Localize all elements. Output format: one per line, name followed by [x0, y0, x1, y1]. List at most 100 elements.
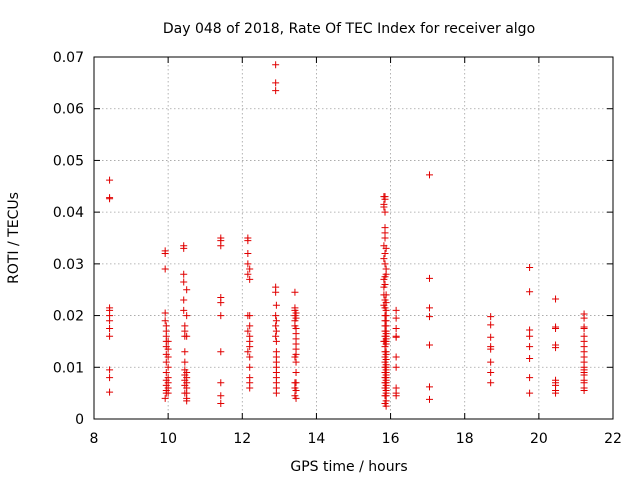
grid-lines — [94, 57, 613, 419]
data-point-marker — [552, 389, 560, 397]
data-point-marker — [272, 332, 280, 340]
data-point-marker — [246, 312, 254, 320]
data-point-marker — [381, 234, 389, 242]
data-point-marker — [217, 399, 225, 407]
data-point-marker — [106, 374, 114, 382]
data-point-marker — [180, 278, 188, 286]
data-point-marker — [526, 288, 534, 296]
data-point-marker — [552, 295, 560, 303]
data-point-marker — [217, 242, 225, 250]
data-point-marker — [382, 270, 390, 278]
data-point-marker — [161, 309, 169, 317]
data-point-marker — [487, 345, 495, 353]
y-tick-label: 0.06 — [53, 102, 84, 118]
x-tick-labels: 8 10 12 14 16 18 20 22 — [90, 431, 622, 447]
data-point-marker — [425, 383, 433, 391]
data-point-marker — [526, 326, 534, 334]
x-tick-label: 8 — [90, 431, 99, 447]
data-point-marker — [526, 389, 534, 397]
data-point-marker — [272, 312, 280, 320]
data-point-marker — [580, 325, 588, 332]
data-point-marker — [246, 353, 254, 361]
data-point-marker — [164, 353, 172, 361]
data-point-marker — [272, 322, 280, 330]
data-point-marker — [392, 306, 400, 314]
y-tick-label: 0.02 — [53, 309, 84, 325]
data-point-marker — [246, 265, 254, 273]
data-point-marker — [425, 313, 433, 321]
y-tick-label: 0 — [75, 412, 84, 428]
data-point-marker — [246, 275, 254, 283]
data-point-marker — [382, 402, 390, 410]
data-point-marker — [106, 176, 114, 184]
data-point-marker — [381, 208, 389, 216]
data-point-marker — [217, 312, 225, 320]
y-tick-labels: 0 0.01 0.02 0.03 0.04 0.05 0.06 0.07 — [53, 50, 84, 428]
data-point-marker — [244, 270, 252, 278]
data-point-marker — [487, 368, 495, 376]
data-point-marker — [392, 363, 400, 371]
data-point-marker — [487, 321, 495, 329]
data-point-marker — [272, 87, 280, 95]
data-point-marker — [380, 203, 388, 211]
data-point-marker — [217, 379, 225, 387]
data-point-marker — [244, 348, 252, 356]
data-point-marker — [164, 337, 172, 345]
data-point-marker — [425, 171, 433, 179]
data-point-marker — [246, 343, 254, 351]
data-point-marker — [180, 296, 188, 304]
data-point-marker — [161, 265, 169, 273]
axis-ticks — [93, 56, 614, 420]
data-point-marker — [380, 255, 388, 263]
y-tick-label: 0.07 — [53, 50, 84, 66]
data-point-marker — [181, 358, 189, 366]
data-point-marker — [292, 368, 300, 376]
data-point-marker — [292, 314, 300, 322]
data-point-marker — [217, 392, 225, 400]
data-point-marker — [526, 374, 534, 382]
x-axis-label: GPS time / hours — [290, 459, 407, 475]
data-point-marker — [292, 379, 300, 387]
data-point-marker — [291, 288, 299, 296]
data-point-marker — [425, 341, 433, 349]
data-point-marker — [392, 392, 400, 400]
data-point-marker — [425, 274, 433, 282]
data-point-marker — [272, 288, 280, 296]
data-point-marker — [272, 317, 280, 325]
data-point-marker — [292, 387, 300, 395]
data-point-marker — [487, 358, 495, 366]
data-point-marker — [246, 384, 254, 392]
x-tick-label: 20 — [530, 431, 548, 447]
data-point-marker — [106, 195, 114, 203]
data-point-marker — [217, 299, 225, 307]
data-point-marker — [392, 314, 400, 322]
data-point-marker — [106, 317, 114, 325]
y-tick-label: 0.04 — [53, 205, 84, 221]
data-point-marker — [181, 348, 189, 356]
data-point-marker — [392, 333, 400, 341]
data-point-marker — [487, 379, 495, 387]
chart-title: Day 048 of 2018, Rate Of TEC Index for r… — [163, 21, 535, 37]
data-point-marker — [246, 363, 254, 371]
data-point-marker — [272, 61, 280, 69]
data-point-marker — [164, 345, 172, 353]
data-point-marker — [246, 322, 254, 330]
data-point-marker — [272, 79, 280, 87]
data-point-marker — [244, 327, 252, 335]
x-tick-label: 10 — [159, 431, 177, 447]
data-point-marker — [180, 306, 188, 314]
data-point-marker — [106, 388, 114, 396]
data-point-marker — [162, 358, 170, 366]
x-tick-label: 16 — [382, 431, 400, 447]
data-point-marker — [272, 301, 280, 309]
data-point-marker — [382, 244, 390, 252]
x-tick-label: 22 — [604, 431, 622, 447]
data-point-marker — [580, 387, 588, 395]
data-point-marker — [552, 325, 560, 332]
data-point-marker — [180, 270, 188, 278]
data-point-marker — [425, 395, 433, 403]
data-point-marker — [392, 325, 400, 332]
y-tick-label: 0.05 — [53, 153, 84, 169]
data-point-marker — [272, 389, 280, 397]
